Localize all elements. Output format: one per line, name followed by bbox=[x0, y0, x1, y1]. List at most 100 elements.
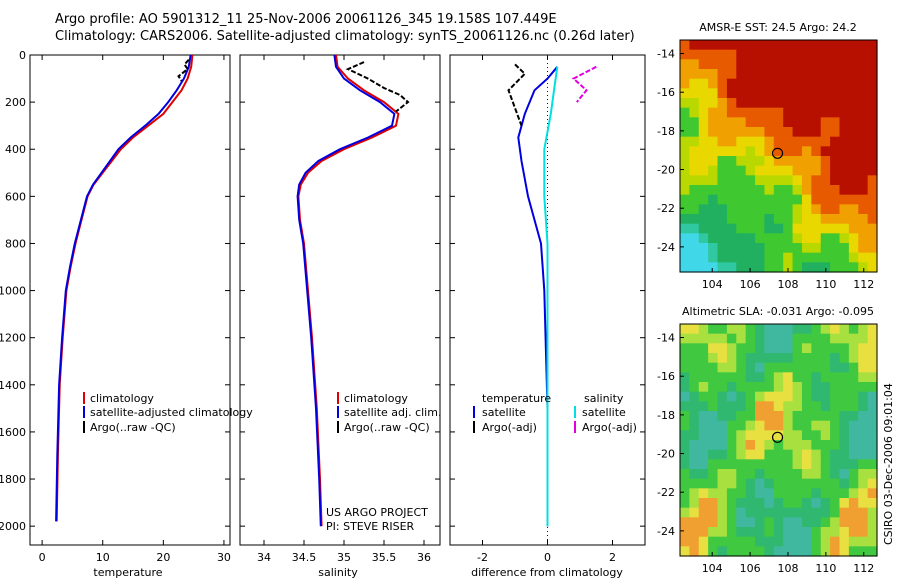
map-cell bbox=[698, 507, 709, 518]
map-cell bbox=[792, 517, 803, 528]
map-cell bbox=[745, 165, 756, 176]
map-x-tick-label: 106 bbox=[740, 278, 761, 291]
map-cell bbox=[755, 362, 766, 373]
map-cell bbox=[773, 136, 784, 147]
map-cell bbox=[783, 449, 794, 460]
map-cell bbox=[736, 353, 747, 364]
map-cell bbox=[848, 146, 859, 157]
map-cell bbox=[783, 223, 794, 234]
map-cell bbox=[867, 214, 878, 225]
map-cell bbox=[745, 372, 756, 383]
map-cell bbox=[783, 107, 794, 118]
map-cell bbox=[736, 262, 747, 273]
map-cell bbox=[858, 391, 869, 402]
map-cell bbox=[792, 440, 803, 451]
map-cell bbox=[820, 459, 831, 470]
legend-label-sal-satellite: satellite bbox=[582, 406, 626, 419]
map-cell bbox=[801, 223, 812, 234]
y-tick-label: 1400 bbox=[0, 379, 26, 392]
map-cell bbox=[726, 517, 737, 528]
map-cell bbox=[698, 343, 709, 354]
map-cell bbox=[783, 469, 794, 480]
map-cell bbox=[848, 333, 859, 344]
map-cell bbox=[801, 391, 812, 402]
map-cell bbox=[764, 194, 775, 205]
map-cell bbox=[708, 69, 719, 80]
map-cell bbox=[708, 517, 719, 528]
map-cell bbox=[726, 527, 737, 538]
map-cell bbox=[839, 262, 850, 273]
map-cell bbox=[839, 478, 850, 489]
map-cell bbox=[689, 546, 700, 557]
x-tick-label: 10 bbox=[96, 551, 110, 564]
map-cell bbox=[698, 333, 709, 344]
map-cell bbox=[773, 449, 784, 460]
plot-frame bbox=[239, 54, 441, 546]
map-cell bbox=[745, 185, 756, 196]
map-cell bbox=[830, 175, 841, 186]
difference-panel: -2 0 2 bbox=[449, 54, 646, 564]
map-cell bbox=[726, 243, 737, 254]
map-cell bbox=[858, 449, 869, 460]
map-cell bbox=[848, 165, 859, 176]
legend-label-climatology: climatology bbox=[344, 392, 408, 405]
x-tick-label: 0 bbox=[39, 551, 46, 564]
map-cell bbox=[680, 78, 690, 89]
map-cell bbox=[848, 214, 859, 225]
map-cell bbox=[745, 401, 756, 412]
map-cell bbox=[783, 252, 794, 263]
map-cell bbox=[698, 527, 709, 538]
map-cell bbox=[717, 194, 728, 205]
map-cell bbox=[755, 333, 766, 344]
map-cell bbox=[811, 333, 822, 344]
map-cell bbox=[708, 78, 719, 89]
map-cell bbox=[755, 324, 766, 335]
map-cell bbox=[820, 478, 831, 489]
map-cell bbox=[726, 353, 737, 364]
map-cell bbox=[783, 536, 794, 547]
map-cell bbox=[745, 411, 756, 422]
map-cell bbox=[848, 372, 859, 383]
map-cell bbox=[820, 127, 831, 138]
map-cell bbox=[726, 262, 737, 273]
map-cell bbox=[736, 233, 747, 244]
map-cell bbox=[708, 214, 719, 225]
map-cell bbox=[680, 324, 690, 335]
map-cell bbox=[764, 59, 775, 70]
map-x-tick-label: 112 bbox=[853, 562, 874, 575]
map-cell bbox=[680, 498, 690, 509]
map-cell bbox=[773, 233, 784, 244]
map-cell bbox=[848, 420, 859, 431]
map-cell bbox=[830, 204, 841, 215]
map-cell bbox=[764, 243, 775, 254]
map-cell bbox=[736, 49, 747, 60]
map-cell bbox=[689, 252, 700, 263]
map-cell bbox=[820, 233, 831, 244]
map-cell bbox=[830, 156, 841, 167]
map-cell bbox=[689, 372, 700, 383]
map-cell bbox=[755, 175, 766, 186]
map-cell bbox=[792, 449, 803, 460]
map-cell bbox=[792, 233, 803, 244]
map-cell bbox=[755, 252, 766, 263]
map-cell bbox=[680, 233, 690, 244]
map-cell bbox=[726, 69, 737, 80]
map-cell bbox=[792, 69, 803, 80]
map-cell bbox=[820, 175, 831, 186]
map-cell bbox=[801, 214, 812, 225]
map-cell bbox=[755, 146, 766, 157]
map-cell bbox=[755, 469, 766, 480]
map-cell bbox=[764, 88, 775, 99]
sla-map-title: Altimetric SLA: -0.031 Argo: -0.095 bbox=[682, 305, 874, 318]
map-cell bbox=[783, 488, 794, 499]
map-cell bbox=[745, 324, 756, 335]
map-cell bbox=[858, 165, 869, 176]
legend-header-salinity: salinity bbox=[584, 392, 624, 405]
map-cell bbox=[708, 362, 719, 373]
map-cell bbox=[830, 59, 841, 70]
map-cell bbox=[726, 411, 737, 422]
map-cell bbox=[689, 156, 700, 167]
map-cell bbox=[745, 353, 756, 364]
map-cell bbox=[726, 382, 737, 393]
map-cell bbox=[708, 49, 719, 60]
